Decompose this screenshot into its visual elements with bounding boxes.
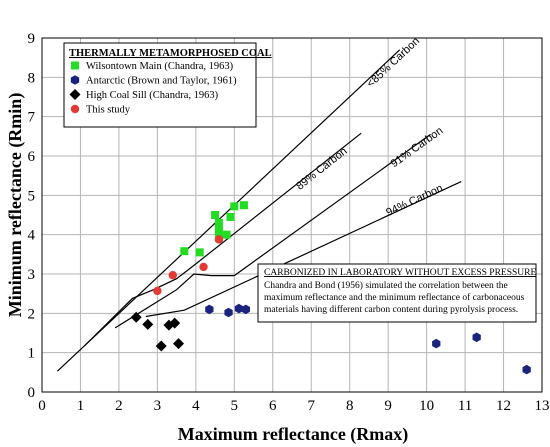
data-point bbox=[153, 286, 162, 296]
y-tick-label: 2 bbox=[28, 306, 36, 322]
carbon-line-label: 91% Carbon bbox=[389, 125, 446, 170]
x-tick-label: 6 bbox=[269, 398, 277, 414]
legend-entry: This study bbox=[86, 105, 131, 116]
carbon-line bbox=[145, 181, 462, 318]
y-tick-label: 9 bbox=[28, 31, 36, 47]
data-point bbox=[234, 303, 244, 314]
data-point bbox=[173, 338, 185, 350]
data-points bbox=[130, 201, 531, 375]
x-tick-label: 0 bbox=[38, 398, 46, 414]
data-point bbox=[226, 212, 235, 221]
data-point bbox=[230, 202, 239, 211]
x-tick-label: 2 bbox=[115, 398, 123, 414]
x-tick-label: 4 bbox=[192, 398, 200, 414]
data-point bbox=[472, 332, 481, 343]
y-tick-label: 3 bbox=[28, 267, 36, 283]
x-tick-label: 3 bbox=[154, 398, 162, 414]
carbon-line bbox=[114, 133, 431, 329]
carbon-line-label: <85% Carbon bbox=[365, 35, 422, 90]
y-tick-label: 1 bbox=[28, 346, 36, 362]
y-tick-label: 6 bbox=[28, 149, 36, 165]
y-tick-label: 0 bbox=[28, 385, 36, 401]
data-point bbox=[180, 247, 189, 256]
data-point bbox=[239, 201, 248, 210]
legend-marker bbox=[70, 104, 80, 114]
data-point bbox=[214, 225, 223, 234]
carbon-line-label: 94% Carbon bbox=[384, 182, 445, 219]
data-point bbox=[214, 218, 223, 227]
data-point bbox=[224, 307, 233, 318]
data-point bbox=[522, 364, 531, 375]
data-point bbox=[222, 230, 231, 239]
legend-items: Wilsontown Main (Chandra, 1963) Antarctic… bbox=[69, 61, 237, 116]
data-point bbox=[130, 311, 142, 323]
annotation-title: CARBONIZED IN LABORATORY WITHOUT EXCESS … bbox=[264, 268, 536, 278]
legend-marker bbox=[70, 75, 80, 85]
data-point bbox=[211, 211, 220, 219]
x-tick-label: 7 bbox=[307, 398, 315, 414]
data-point bbox=[205, 304, 214, 315]
data-point bbox=[155, 340, 167, 352]
legend-box bbox=[63, 42, 257, 128]
x-tick-label: 9 bbox=[384, 398, 392, 414]
legend-title: THERMALLY METAMORPHOSED COAL bbox=[69, 48, 272, 59]
annotation-rect bbox=[257, 263, 537, 323]
legend-marker bbox=[71, 61, 79, 70]
legend-marker bbox=[69, 89, 81, 100]
y-axis-label: Minimum reflectance (Rmin) bbox=[5, 93, 26, 318]
carbon-line bbox=[56, 49, 401, 372]
annotation-line-3: materials having different carbon conten… bbox=[264, 304, 518, 315]
carbon-line bbox=[83, 132, 362, 347]
data-point bbox=[214, 235, 224, 244]
annotation-line-2: maximum reflectance and the minimum refl… bbox=[264, 292, 525, 303]
y-tick-label: 7 bbox=[28, 110, 36, 126]
carbon-line-label: 89% Carbon bbox=[294, 145, 349, 192]
annotation-line-1: Chandra and Bond (1956) simulated the co… bbox=[264, 280, 508, 291]
x-tick-label: 1 bbox=[77, 398, 85, 414]
data-point bbox=[142, 318, 154, 330]
legend-entry: Antarctic (Brown and Taylor, 1961) bbox=[86, 76, 237, 87]
data-point bbox=[199, 262, 208, 272]
legend-entry: High Coal Sill (Chandra, 1963) bbox=[86, 90, 219, 101]
data-point bbox=[169, 317, 181, 329]
legend-entry: Wilsontown Main (Chandra, 1963) bbox=[86, 61, 234, 72]
data-point bbox=[241, 304, 250, 315]
data-point bbox=[168, 270, 177, 280]
y-tick-label: 5 bbox=[28, 188, 36, 204]
legend: THERMALLY METAMORPHOSED COAL Wilsontown … bbox=[63, 42, 272, 128]
plot-frame bbox=[41, 37, 543, 393]
y-tick-label: 4 bbox=[28, 228, 36, 244]
y-tick-label: 8 bbox=[28, 70, 36, 86]
x-tick-label: 13 bbox=[535, 398, 550, 414]
x-tick-label: 8 bbox=[346, 398, 354, 414]
x-tick-label: 10 bbox=[419, 398, 434, 414]
x-tick-label: 11 bbox=[458, 398, 472, 414]
data-point bbox=[432, 338, 441, 349]
x-tick-label: 5 bbox=[231, 398, 239, 414]
x-axis-label: Maximum reflectance (Rmax) bbox=[178, 424, 409, 445]
data-point bbox=[195, 248, 204, 257]
x-tick-label: 12 bbox=[496, 398, 511, 414]
annotation-box: CARBONIZED IN LABORATORY WITHOUT EXCESS … bbox=[257, 263, 537, 323]
